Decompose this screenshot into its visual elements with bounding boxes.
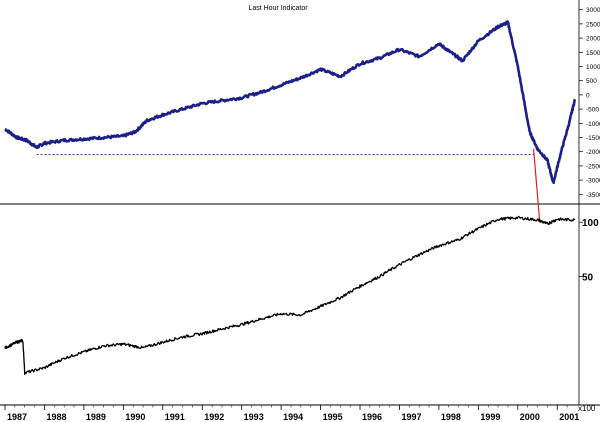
indicator-y-tick-label: -3500 [586, 192, 600, 199]
price-y-tick-label: 100 [582, 218, 599, 229]
indicator-pane: 3000 2500 2000 1500 1000 500 0 -500 -1000 -1500 -2… [4, 7, 600, 220]
indicator-y-tick-label: -1500 [586, 135, 600, 142]
indicator-y-tick-label: 500 [586, 78, 597, 85]
price-pane: 100 50 [4, 215, 599, 376]
x-axis-year-label: 1996 [362, 412, 382, 422]
indicator-y-tick-label: -3000 [586, 178, 600, 185]
x-axis-year-label: 1993 [244, 412, 264, 422]
x-axis-year-label: 1994 [283, 412, 303, 422]
indicator-y-tick-label: -2500 [586, 163, 600, 170]
chart-title: Last Hour Indicator [248, 5, 308, 12]
indicator-series-line [4, 20, 577, 185]
x-axis-year-label: 2000 [520, 412, 540, 422]
x-axis-year-label: 1999 [480, 412, 500, 422]
x-axis-year-label: 1988 [46, 412, 66, 422]
indicator-y-tick-label: 1500 [586, 50, 600, 57]
x-axis-year-label: 1991 [165, 412, 185, 422]
indicator-y-tick-label: 1000 [586, 64, 600, 71]
indicator-y-tick-label: 2000 [586, 36, 600, 43]
price-series-line [4, 215, 576, 376]
indicator-y-tick-label: -1000 [586, 121, 600, 128]
reference-connector-line [532, 148, 541, 220]
indicator-y-tick-label: 0 [586, 92, 590, 99]
price-y-tick-label: 50 [582, 272, 594, 283]
indicator-y-tick-label: -500 [586, 107, 599, 114]
x-axis-year-label: 1997 [401, 412, 421, 422]
indicator-y-tick-label: 3000 [586, 7, 600, 14]
x-axis-multiplier-label: x100 [578, 404, 596, 413]
x-axis-year-label: 2001 [559, 412, 579, 422]
x-axis-year-label: 1995 [323, 412, 343, 422]
x-axis-year-label: 1987 [7, 412, 27, 422]
indicator-y-tick-label: 2500 [586, 21, 600, 28]
indicator-y-tick-label: -2000 [586, 149, 600, 156]
x-axis: 1987 1988 1989 1990 1991 1992 1993 1994 1995 1996… [4, 405, 579, 422]
x-axis-year-label: 1998 [441, 412, 461, 422]
x-axis-year-label: 1990 [125, 412, 145, 422]
x-axis-year-label: 1992 [204, 412, 224, 422]
x-axis-year-label: 1989 [86, 412, 106, 422]
